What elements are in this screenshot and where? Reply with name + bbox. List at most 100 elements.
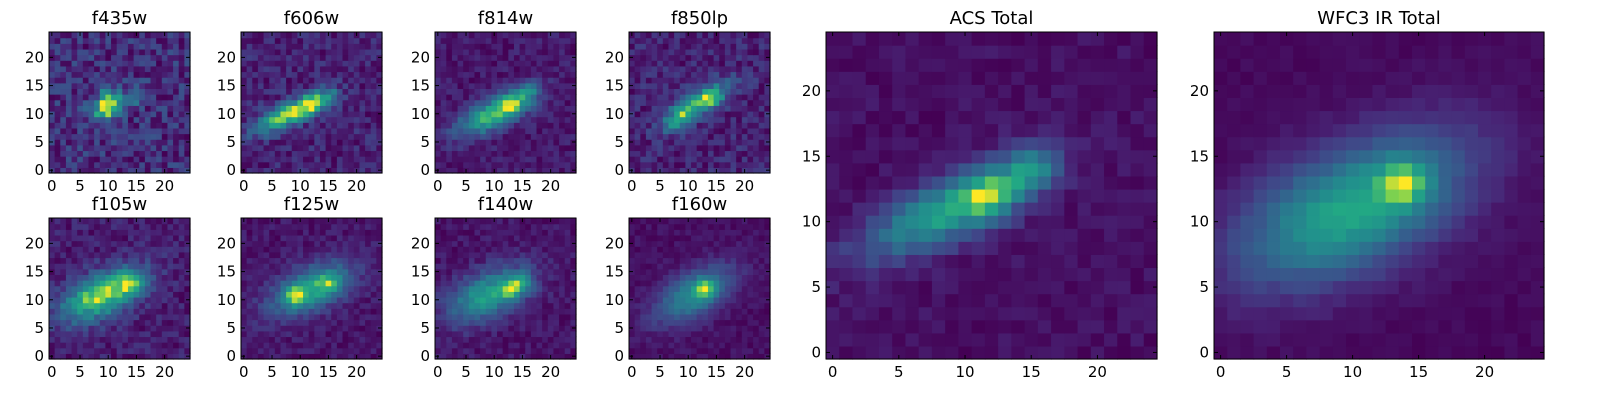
heatmap-cell [60,218,67,225]
heatmap-cell [308,65,315,73]
heatmap-cell [497,218,504,225]
heatmap-cell [651,325,658,332]
heatmap-cell [286,246,293,253]
heatmap-cell [269,330,276,338]
heatmap-cell [536,133,543,140]
heatmap-cell [359,156,366,163]
heatmap-cell [150,330,157,338]
heatmap-cell [77,99,84,106]
heatmap-cell [77,88,84,95]
heatmap-cell [747,336,754,343]
heatmap-cell [451,325,459,332]
heatmap-cell [491,77,498,84]
heatmap-cell [150,105,157,112]
heatmap-cell [303,116,310,123]
heatmap-cell [741,54,749,61]
heatmap-cell [446,77,453,84]
heatmap-cell [508,65,515,73]
heatmap-cell [71,302,78,309]
heatmap-cell [553,37,560,44]
heatmap-cell [246,65,253,73]
heatmap-cell [105,251,112,259]
heatmap-cell [156,302,163,309]
heatmap-cell [730,296,737,304]
heatmap-cell [547,156,555,163]
heatmap-cell [99,43,106,50]
heatmap-cell [542,342,549,349]
heatmap-cell [491,82,498,89]
heatmap-cell [99,156,106,163]
heatmap-cell [365,133,372,140]
heatmap-cell [122,48,129,56]
heatmap-cell [525,308,532,315]
heatmap-cell [122,291,129,298]
heatmap-cell [508,116,515,123]
heatmap-cell [724,347,732,354]
heatmap-cell [291,263,298,270]
heatmap-cell [497,99,504,106]
heatmap-cell [269,82,276,89]
heatmap-cell [297,48,304,56]
heatmap-cell [530,218,538,225]
heatmap-cell [71,60,78,67]
heatmap-cell [82,229,90,236]
heatmap-cell [542,246,549,253]
heatmap-cell [645,105,653,112]
heatmap-cell [668,77,675,84]
heatmap-cell [167,122,174,129]
heatmap-cell [634,308,641,315]
heatmap-cell [246,251,253,259]
heatmap-cell [241,99,248,106]
heatmap-cell [280,319,287,326]
heatmap-cell [525,353,532,360]
heatmap-cell [133,246,140,253]
heatmap-cell [257,330,265,338]
heatmap-cell [65,71,73,78]
heatmap-cell [150,77,157,84]
heatmap-cell [645,319,653,326]
heatmap-cell [359,77,366,84]
heatmap-cell [553,139,560,146]
heatmap-cell [257,353,265,360]
heatmap-cell [564,353,571,360]
heatmap-cell [319,251,327,259]
heatmap-cell [144,251,152,259]
heatmap-cell [468,127,476,135]
heatmap-cell [297,65,304,73]
heatmap-cell [530,156,538,163]
heatmap-cell [463,330,470,338]
heatmap-cell [668,285,675,292]
heatmap-cell [94,82,101,89]
heatmap-cell [758,122,765,129]
heatmap-cell [133,94,140,101]
heatmap-cell [679,77,686,84]
heatmap-cell [376,156,383,163]
heatmap-cell [741,82,749,89]
heatmap-cell [547,161,555,168]
heatmap-cell [348,319,355,326]
heatmap-cell [457,274,464,281]
heatmap-cell [331,116,338,123]
heatmap-cell [184,330,191,338]
heatmap-cell [353,82,361,89]
heatmap-cell [474,313,481,321]
heatmap-cell [331,342,338,349]
heatmap-cell [525,223,532,230]
heatmap-cell [359,347,366,354]
heatmap-cell [451,77,459,84]
heatmap-cell [167,48,174,56]
heatmap-cell [252,330,259,338]
heatmap-cell [435,291,442,298]
heatmap-cell [553,161,560,168]
heatmap-cell [451,32,459,39]
heatmap-cell [241,150,248,157]
heatmap-cell [365,291,372,298]
heatmap-cell [530,116,538,123]
heatmap-cell [71,156,78,163]
heatmap-cell [547,37,555,44]
heatmap-cell [502,330,509,338]
heatmap-cell [668,347,675,354]
heatmap-cell [719,342,726,349]
heatmap-cell [173,353,180,360]
